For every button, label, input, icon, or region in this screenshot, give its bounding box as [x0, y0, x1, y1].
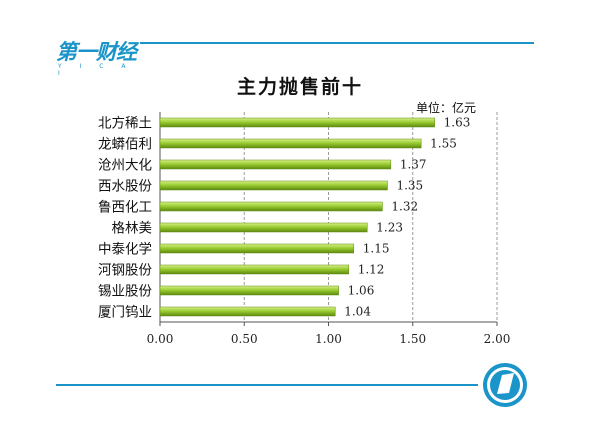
data-label: 1.35 [396, 179, 423, 193]
bar [159, 306, 336, 317]
category-label: 北方稀土 [98, 116, 152, 132]
brand-logo-subtext: Y I C A I [58, 63, 134, 77]
brand-mark-icon [483, 363, 527, 407]
category-label: 锡业股份 [98, 284, 152, 300]
data-label: 1.06 [348, 284, 375, 298]
bar [159, 138, 422, 149]
bar [159, 159, 392, 170]
bar [159, 222, 368, 233]
category-label: 中泰化学 [98, 242, 152, 258]
x-tick-label: 0.00 [147, 332, 174, 346]
bar [159, 243, 355, 254]
x-tick-label: 2.00 [484, 332, 511, 346]
category-label: 厦门钨业 [98, 305, 152, 321]
category-label: 格林美 [112, 221, 153, 237]
brand-logo-text: 第一财经 [56, 40, 137, 64]
data-label: 1.55 [430, 137, 457, 151]
data-label: 1.37 [400, 158, 427, 172]
brand-logo: 第一财经 Y I C A I [56, 36, 142, 77]
data-label: 1.15 [363, 242, 390, 256]
bar [159, 117, 435, 128]
unit-label: 单位：亿元 [416, 101, 477, 115]
data-label: 1.04 [344, 305, 371, 319]
header-divider [140, 42, 534, 44]
footer-divider [56, 384, 478, 386]
category-label: 鲁西化工 [98, 200, 152, 216]
category-label: 西水股份 [98, 179, 152, 195]
category-label: 河钢股份 [98, 263, 152, 279]
x-tick-label: 1.00 [315, 332, 342, 346]
data-label: 1.12 [358, 263, 385, 277]
x-tick-label: 1.50 [399, 332, 426, 346]
data-label: 1.63 [444, 116, 471, 130]
bar [159, 264, 349, 275]
bar [159, 180, 388, 191]
x-tick-label: 0.50 [231, 332, 258, 346]
chart-title: 主力抛售前十 [236, 76, 363, 98]
data-label: 1.23 [376, 221, 403, 235]
data-label: 1.32 [391, 200, 418, 214]
category-label: 龙蟒佰利 [98, 137, 152, 153]
category-label: 沧州大化 [98, 157, 152, 174]
bar [159, 285, 339, 296]
bar [159, 201, 383, 212]
